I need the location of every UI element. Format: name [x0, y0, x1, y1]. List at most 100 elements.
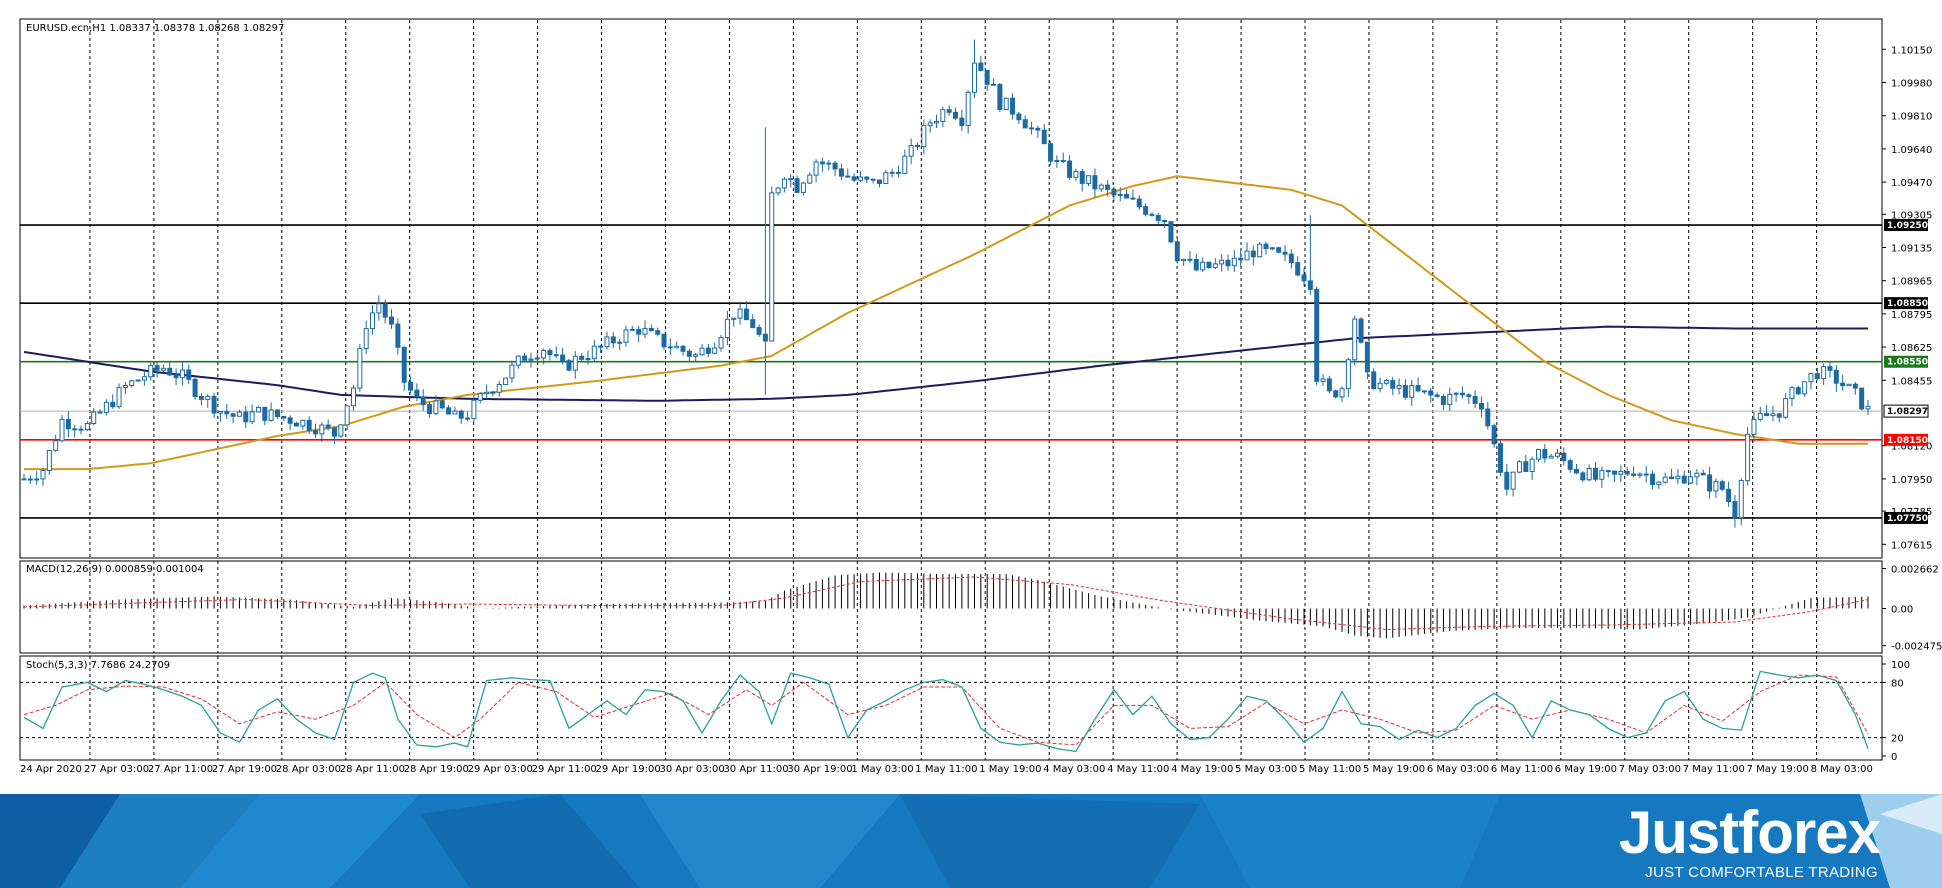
candle-body — [65, 418, 71, 430]
candle-body — [629, 328, 635, 331]
candle-body — [1523, 461, 1529, 472]
candle-body — [851, 176, 857, 181]
candle-body — [1827, 366, 1833, 371]
candle-body — [224, 410, 230, 415]
candle-body — [91, 411, 97, 424]
candle-body — [1193, 258, 1199, 271]
candle-body — [338, 424, 344, 437]
level-price-tag-label: 1.08850 — [1887, 299, 1928, 309]
candle-body — [1675, 475, 1681, 480]
candle-body — [471, 399, 477, 420]
stoch-tick-label: 80 — [1891, 678, 1904, 689]
candle-body — [889, 171, 895, 174]
level-price-tag-label: 1.09250 — [1887, 221, 1928, 231]
candle-body — [1548, 455, 1554, 459]
candle-body — [249, 411, 255, 423]
candle-body — [724, 318, 730, 339]
candle-body — [1751, 418, 1757, 435]
current-price-tag-label: 1.08297 — [1887, 407, 1928, 417]
candle-body — [1821, 366, 1827, 380]
candle-body — [895, 171, 901, 174]
candle-body — [427, 404, 433, 415]
level-price-tag — [1884, 433, 1928, 446]
candle-body — [281, 415, 287, 419]
candle-body — [515, 355, 521, 366]
candle-body — [1086, 175, 1092, 184]
level-price-tag — [1884, 297, 1928, 310]
candle-body — [1516, 461, 1522, 473]
candle-body — [857, 176, 863, 181]
candle-body — [965, 91, 971, 126]
candle-body — [838, 168, 844, 177]
candle-body — [984, 69, 990, 85]
candle-body — [376, 303, 382, 314]
candle-body — [1637, 473, 1643, 476]
candle-body — [686, 350, 692, 357]
candle-body — [1124, 193, 1130, 199]
candle-body — [864, 176, 870, 180]
candle-body — [1073, 171, 1079, 178]
candle-body — [1269, 247, 1275, 250]
candle-body — [528, 358, 534, 361]
time-label: 1 May 03:00 — [851, 764, 913, 775]
candle-body — [1669, 476, 1675, 480]
candle-body — [1745, 433, 1751, 482]
time-label: 7 May 11:00 — [1683, 764, 1745, 775]
candle-body — [1219, 259, 1225, 265]
candle-body — [902, 155, 908, 174]
candle-body — [484, 391, 490, 395]
candle-body — [21, 478, 27, 481]
candle-body — [674, 345, 680, 349]
candle-body — [1022, 119, 1028, 129]
candle-body — [1117, 193, 1123, 196]
time-label: 30 Apr 11:00 — [723, 764, 788, 775]
candle-body — [420, 396, 426, 406]
candle-body — [1656, 481, 1662, 486]
candle-body — [274, 409, 280, 417]
candle-body — [1421, 390, 1427, 393]
candle-body — [1339, 388, 1345, 398]
candle-body — [401, 346, 407, 383]
candle-body — [1079, 171, 1085, 184]
candle-body — [718, 337, 724, 349]
candle-body — [116, 387, 122, 408]
candle-body — [1757, 413, 1763, 420]
candle-body — [363, 328, 369, 350]
candle-body — [179, 369, 185, 379]
candle-body — [97, 411, 103, 414]
candle-body — [1206, 261, 1212, 269]
level-price-tag — [1884, 355, 1928, 368]
candle-body — [667, 346, 673, 349]
candle-body — [1402, 385, 1408, 398]
candle-body — [598, 345, 604, 348]
candle-body — [312, 429, 318, 435]
time-label: 28 Apr 03:00 — [276, 764, 341, 775]
candle-body — [1282, 251, 1288, 255]
candle-body — [883, 172, 889, 185]
candle-body — [1732, 501, 1738, 519]
time-label: 28 Apr 11:00 — [340, 764, 405, 775]
candle-body — [1662, 476, 1668, 483]
candle-body — [1105, 184, 1111, 190]
candle-body — [661, 333, 667, 348]
macd-panel[interactable] — [19, 560, 1883, 654]
candle-body — [1155, 214, 1161, 221]
candle-body — [566, 360, 572, 371]
time-label: 5 May 19:00 — [1363, 764, 1425, 775]
time-label: 7 May 03:00 — [1619, 764, 1681, 775]
time-label: 30 Apr 19:00 — [787, 764, 852, 775]
candle-body — [1288, 253, 1294, 264]
candle-body — [927, 122, 933, 127]
horizontal-levels — [20, 224, 1882, 519]
justforex-logo: Justforex — [1618, 799, 1881, 866]
time-label: 29 Apr 11:00 — [532, 764, 597, 775]
candle-body — [1574, 468, 1580, 474]
stochastic-panel[interactable] — [19, 655, 1883, 761]
candle-body — [680, 345, 686, 352]
candle-body — [1485, 408, 1491, 427]
candle-body — [1225, 259, 1231, 267]
candle-body — [1612, 470, 1618, 475]
candle-body — [344, 405, 350, 426]
candle-body — [1840, 382, 1846, 387]
